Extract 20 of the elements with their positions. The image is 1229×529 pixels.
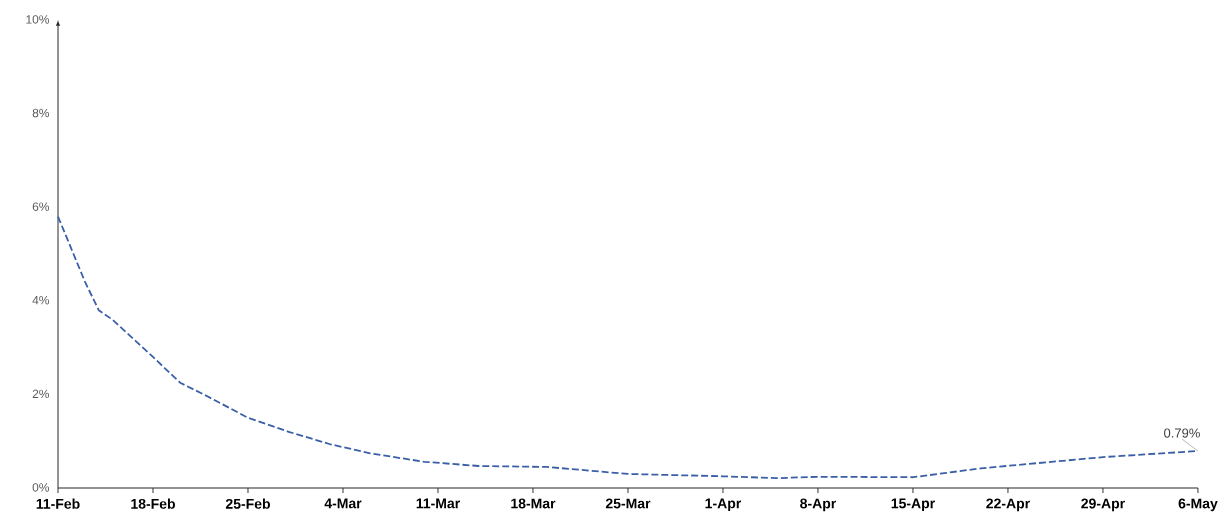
y-tick-label: 4% bbox=[32, 296, 50, 305]
annotation: 0.79% bbox=[1164, 428, 1200, 438]
x-tick-label: 18-Mar bbox=[511, 498, 556, 509]
y-tick-label: 10% bbox=[26, 15, 50, 24]
y-tick-label: 6% bbox=[32, 202, 50, 211]
x-tick-label: 25-Mar bbox=[605, 498, 651, 509]
y-tick-label: 2% bbox=[32, 389, 50, 399]
x-tick-label: 22-Apr bbox=[986, 498, 1030, 512]
x-tick-label: 4-Mar bbox=[324, 498, 362, 509]
x-tick-label: 25-Feb bbox=[225, 498, 270, 509]
x-tick-label: 18-Feb bbox=[131, 498, 175, 509]
x-tick-label: 15-Apr bbox=[891, 498, 935, 512]
x-tick-label: 11-Feb bbox=[36, 498, 80, 509]
x-tick-label: 8-Apr bbox=[800, 498, 837, 512]
x-tick-label: 11-Mar bbox=[416, 498, 460, 509]
x-tick-label: 6-May bbox=[1178, 498, 1218, 512]
x-tick-label: 1-Apr bbox=[705, 498, 742, 512]
y-tick-label: 8% bbox=[32, 108, 50, 118]
y-tick-label: 0% bbox=[32, 483, 50, 492]
x-tick-label: 29-Apr bbox=[1081, 498, 1125, 512]
